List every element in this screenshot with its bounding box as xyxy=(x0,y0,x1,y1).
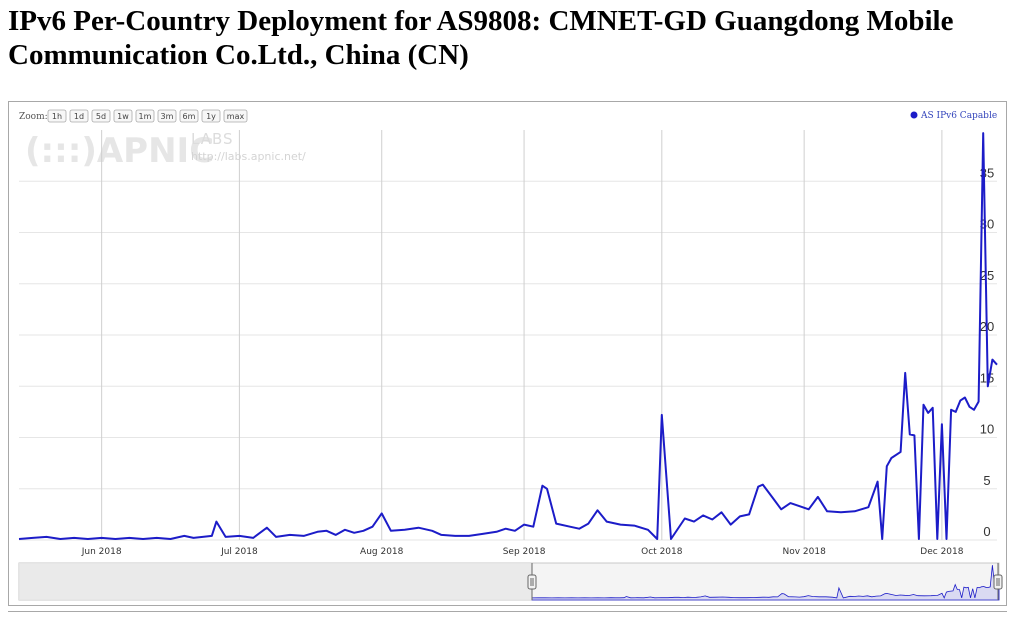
x-tick-label: Jul 2018 xyxy=(220,547,258,557)
series-line[interactable] xyxy=(18,132,998,540)
zoom-button-label: 1y xyxy=(206,112,216,121)
legend-marker xyxy=(910,111,918,119)
apnic-watermark: (:::)APNIC LABS http://labs.apnic.net/ xyxy=(25,130,306,171)
zoom-button-label: 1w xyxy=(117,112,129,121)
navigator-series xyxy=(531,565,1000,601)
x-tick-label: Oct 2018 xyxy=(641,547,683,557)
zoom-button-6m[interactable]: 6m xyxy=(179,109,199,123)
zoom-button-label: max xyxy=(227,112,245,121)
zoom-button-5d[interactable]: 5d xyxy=(91,109,111,123)
series-layer xyxy=(18,132,998,540)
navigator-handle[interactable] xyxy=(527,563,537,600)
grid xyxy=(19,130,997,541)
x-axis-ticks: Jun 2018 Jul 2018 Aug 2018 Sep 2018 Oct 2018… xyxy=(81,547,964,557)
navigator-handle[interactable] xyxy=(993,563,1003,600)
navigator-mask xyxy=(19,563,532,600)
x-tick-label: Aug 2018 xyxy=(360,547,404,557)
zoom-button-1w[interactable]: 1w xyxy=(113,109,133,123)
zoom-button-label: 1h xyxy=(52,112,62,121)
watermark-labs: LABS xyxy=(191,130,234,148)
legend-label[interactable]: AS IPv6 Capable xyxy=(920,111,997,121)
zoom-button-1y[interactable]: 1y xyxy=(201,109,221,123)
y-tick-label: 0 xyxy=(983,524,990,539)
watermark-logo: (:::)APNIC xyxy=(25,131,214,171)
x-tick-label: Nov 2018 xyxy=(782,547,826,557)
y-tick-label: 10 xyxy=(980,422,994,437)
x-tick-label: Dec 2018 xyxy=(920,547,963,557)
legend: AS IPv6 Capable xyxy=(910,111,997,121)
zoom-label: Zoom: xyxy=(19,112,48,122)
zoom-controls: Zoom: 1h 1d 5d 1w 1m 3m 6m 1y max xyxy=(19,109,248,123)
zoom-button-max[interactable]: max xyxy=(223,109,248,123)
zoom-button-1h[interactable]: 1h xyxy=(47,109,67,123)
zoom-button-3m[interactable]: 3m xyxy=(157,109,177,123)
zoom-button-1m[interactable]: 1m xyxy=(135,109,155,123)
zoom-button-label: 1d xyxy=(74,112,84,121)
zoom-button-label: 1m xyxy=(139,112,152,121)
zoom-button-label: 5d xyxy=(96,112,106,121)
y-tick-label: 30 xyxy=(980,217,994,232)
chart-svg: (:::)APNIC LABS http://labs.apnic.net/ J… xyxy=(18,109,1003,601)
x-tick-label: Jun 2018 xyxy=(81,547,122,557)
x-tick-label: Sep 2018 xyxy=(503,547,546,557)
zoom-button-label: 3m xyxy=(161,112,174,121)
zoom-button-1d[interactable]: 1d xyxy=(69,109,89,123)
zoom-button-label: 6m xyxy=(183,112,196,121)
bottom-rule xyxy=(8,611,1007,612)
y-tick-label: 5 xyxy=(983,473,990,488)
y-tick-label: 25 xyxy=(980,268,994,283)
page-title: IPv6 Per-Country Deployment for AS9808: … xyxy=(8,5,954,71)
watermark-url: http://labs.apnic.net/ xyxy=(191,150,306,163)
range-navigator[interactable] xyxy=(18,562,1003,601)
chart-frame: (:::)APNIC LABS http://labs.apnic.net/ J… xyxy=(8,101,1007,606)
